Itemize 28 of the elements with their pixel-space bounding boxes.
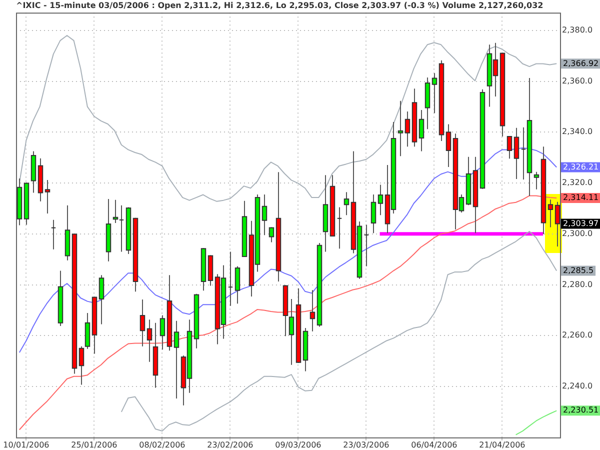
y-tick-label: 2,340.0	[562, 127, 593, 136]
data-label: 2,285.5	[563, 266, 594, 275]
y-tick-label: 2,320.0	[562, 178, 593, 188]
x-tick-label: 10/01/2006	[3, 440, 50, 450]
candlestick	[118, 204, 124, 252]
x-tick-label: 08/02/2006	[139, 440, 186, 450]
data-label: 2,326.21	[563, 162, 599, 172]
data-label: 2,230.51	[563, 406, 599, 415]
candlestick	[50, 219, 56, 250]
data-label: 2,366.92	[563, 58, 599, 68]
chart-title: ^IXIC - 15-minute 03/05/2006 : Open 2,311.2, Hi 2,312.6, Lo 2,295.03, Close 2,303.97 (-0.3 %) Volume 2,127,260,032	[16, 0, 544, 10]
x-tick-label: 23/03/2006	[343, 440, 390, 450]
candlestick	[336, 206, 342, 250]
data-label: 2,314.11	[563, 193, 599, 202]
x-tick-label: 25/01/2006	[71, 440, 118, 450]
y-tick-label: 2,300.0	[562, 228, 593, 238]
x-tick-label: 06/04/2006	[411, 440, 458, 450]
candlestick	[228, 251, 234, 306]
y-tick-label: 2,380.0	[562, 25, 593, 34]
y-tick-label: 2,280.0	[562, 280, 593, 289]
text: 2,303.97	[563, 218, 599, 228]
x-tick-label: 21/04/2006	[479, 440, 526, 450]
y-tick-label: 2,240.0	[562, 382, 593, 391]
x-tick-label: 09/03/2006	[275, 440, 322, 450]
x-tick-label: 23/02/2006	[207, 440, 254, 450]
candlestick	[364, 224, 370, 267]
y-tick-label: 2,360.0	[562, 76, 593, 86]
y-tick-label: 2,260.0	[562, 330, 593, 340]
